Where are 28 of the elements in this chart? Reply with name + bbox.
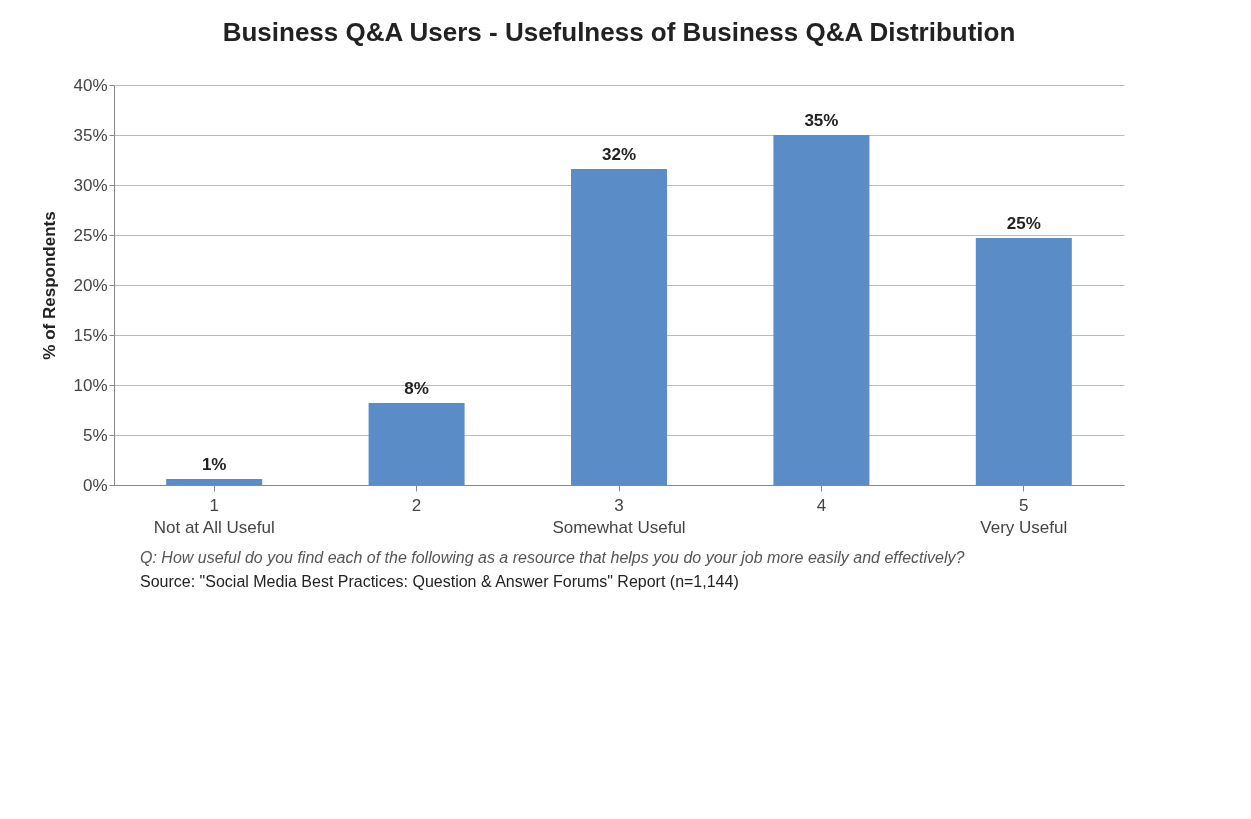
y-tick-label: 35% bbox=[73, 125, 108, 145]
x-tick-label: 5 Very Useful bbox=[980, 495, 1068, 537]
data-label: 1% bbox=[201, 455, 227, 474]
y-tick-label: 30% bbox=[73, 175, 108, 195]
y-tick-label: 0% bbox=[82, 475, 108, 495]
data-label: 8% bbox=[404, 379, 429, 398]
bar bbox=[773, 135, 870, 485]
data-label: 25% bbox=[1006, 214, 1041, 233]
bar bbox=[166, 479, 263, 485]
y-tick-label: 20% bbox=[73, 275, 108, 295]
y-tick-label: 40% bbox=[73, 75, 108, 95]
y-axis-title: % of Respondents bbox=[40, 211, 60, 360]
x-tick-label: 2 bbox=[411, 495, 422, 515]
y-tick-label: 10% bbox=[73, 375, 108, 395]
y-tick-label: 25% bbox=[73, 225, 108, 245]
data-label: 32% bbox=[601, 145, 637, 164]
bar bbox=[571, 169, 667, 485]
y-tick-label: 15% bbox=[73, 325, 108, 345]
bar bbox=[975, 238, 1072, 485]
x-tick-label: 1 Not at All Useful bbox=[153, 495, 275, 537]
text: Q: How useful do you find each of the following as a resource that helps you do your job more easily and effectively? bbox=[140, 548, 966, 568]
x-tick-label: 3 Somewhat Useful bbox=[552, 495, 686, 537]
chart-title: Business Q&A Users - Usefulness of Business Q&A Distribution bbox=[222, 17, 1016, 47]
bar bbox=[368, 403, 465, 485]
y-tick-label: 5% bbox=[82, 425, 108, 445]
data-label: 35% bbox=[804, 111, 839, 130]
source-note: Source: "Social Media Best Practices: Question & Answer Forums" Report (n=1,144) bbox=[140, 572, 740, 592]
x-tick-label: 4 bbox=[816, 495, 827, 515]
